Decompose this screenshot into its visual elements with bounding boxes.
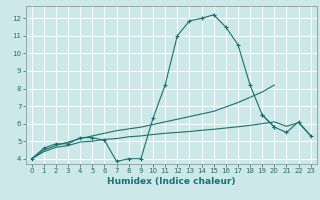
X-axis label: Humidex (Indice chaleur): Humidex (Indice chaleur)	[107, 177, 236, 186]
